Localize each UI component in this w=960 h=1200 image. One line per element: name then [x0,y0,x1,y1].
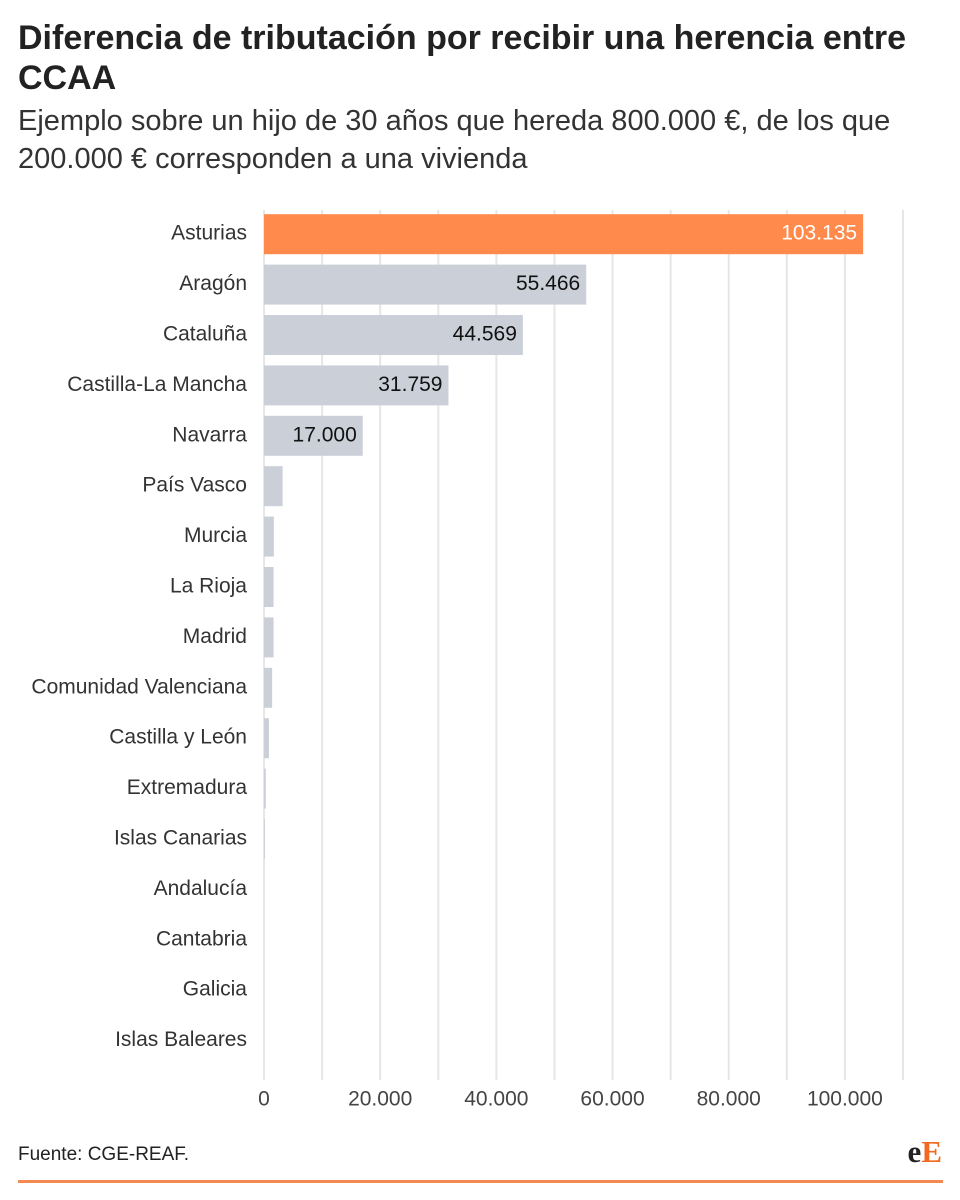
x-axis: 0 20.000 40.000 60.000 80.000 100.000 [258,1088,883,1111]
category-labels: Asturias Aragón Cataluña Castilla-La Mancha… [31,222,247,1051]
bar-pais-vasco [264,466,283,507]
category-label-madrid: Madrid [183,625,247,648]
category-label-la-rioja: La Rioja [170,575,247,598]
logo-letter-E: E [921,1134,942,1169]
chart-title: Diferencia de tributación por recibir un… [18,19,907,97]
x-tick-label-20000: 20.000 [348,1088,412,1111]
footer-rule [18,1180,943,1183]
x-tick-label-60000: 60.000 [580,1088,644,1111]
value-label-aragon: 55.466 [516,272,580,295]
category-label-aragon: Aragón [179,272,247,295]
category-label-asturias: Asturias [171,222,247,245]
category-label-cataluna: Cataluña [163,323,247,346]
value-label-asturias: 103.135 [781,222,857,245]
category-label-pais-vasco: País Vasco [142,474,247,497]
category-label-andalucia: Andalucía [154,877,248,900]
bar-chart: Asturias Aragón Cataluña Castilla-La Mancha… [31,210,904,1111]
value-label-cataluna: 44.569 [453,323,517,346]
bar-aragon [264,264,587,305]
category-label-navarra: Navarra [172,423,247,446]
x-tick-label-100000: 100.000 [807,1088,883,1111]
category-label-castilla-y-leon: Castilla y León [109,726,247,749]
bar-castilla-la-mancha [264,365,449,406]
bar-extremadura [264,768,266,809]
bar-navarra [264,415,363,456]
category-label-castilla-la-mancha: Castilla-La Mancha [67,373,247,396]
bar-castilla-y-leon [264,718,269,759]
logo-letter-e: e [907,1134,922,1169]
category-label-cantabria: Cantabria [156,927,247,950]
bar-murcia [264,516,274,557]
category-label-islas-canarias: Islas Canarias [114,827,247,850]
bars [264,214,864,859]
source-note: Fuente: CGE-REAF. [18,1144,190,1165]
bar-cataluna [264,315,523,355]
value-labels: 103.135 55.466 44.569 31.759 17.000 [293,222,858,447]
x-tick-label-80000: 80.000 [697,1088,761,1111]
value-label-castilla-la-mancha: 31.759 [378,373,442,396]
category-label-comunidad-valenciana: Comunidad Valenciana [31,675,247,698]
category-label-islas-baleares: Islas Baleares [115,1028,247,1051]
value-label-navarra: 17.000 [293,423,357,446]
x-tick-label-0: 0 [258,1088,270,1111]
chart-subtitle: Ejemplo sobre un hijo de 30 años que her… [18,105,891,175]
bar-comunidad-valenciana [264,667,273,708]
publisher-logo: eE [908,1134,942,1170]
bar-islas-canarias [264,819,265,859]
x-tick-label-40000: 40.000 [464,1088,528,1111]
bar-la-rioja [264,567,274,607]
bar-asturias [264,214,864,255]
bar-madrid [264,617,274,658]
category-label-murcia: Murcia [184,524,247,547]
category-label-extremadura: Extremadura [127,776,248,799]
category-label-galicia: Galicia [183,978,248,1001]
